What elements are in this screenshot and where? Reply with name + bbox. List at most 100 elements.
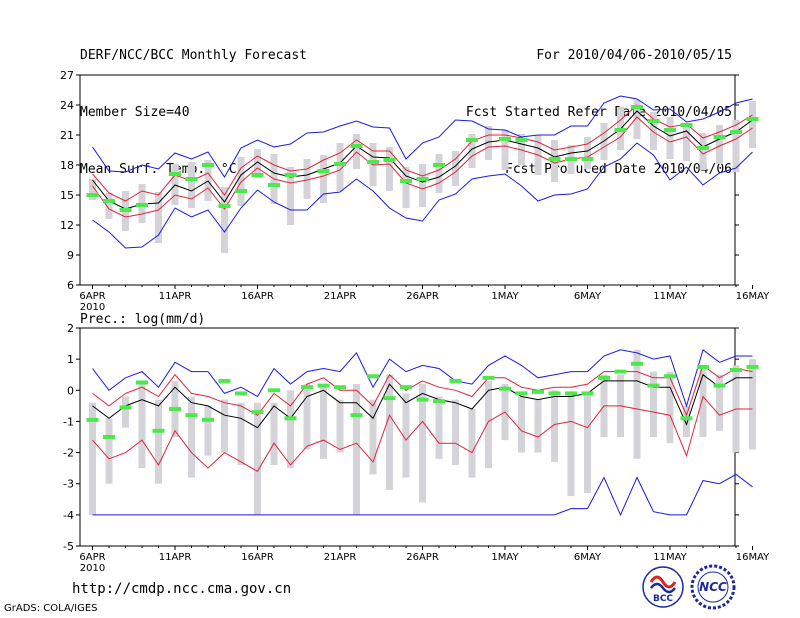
- observation-mark: [103, 199, 115, 203]
- min-line: [92, 142, 753, 249]
- observation-mark: [284, 416, 297, 421]
- observation-mark: [136, 380, 148, 385]
- observation-mark: [235, 189, 247, 193]
- observation-mark: [746, 364, 759, 369]
- spread-box: [122, 396, 129, 428]
- spread-box: [138, 384, 146, 469]
- observation-mark: [218, 204, 231, 208]
- ncc-logo: NCC: [690, 564, 736, 610]
- spread-box: [320, 155, 327, 203]
- plot-frame: [79, 74, 736, 286]
- max-line: [92, 348, 753, 408]
- x-tick-label: 11APR: [159, 291, 192, 302]
- y-tick-label: 0: [67, 384, 74, 397]
- spread-box: [650, 112, 657, 150]
- y-tick-label: -3: [63, 478, 74, 491]
- observation-mark: [532, 389, 544, 394]
- observation-mark: [647, 119, 660, 123]
- y-tick-label: 1: [67, 353, 74, 366]
- observation-mark: [614, 369, 627, 374]
- spread-box: [501, 130, 509, 170]
- observation-mark: [730, 368, 742, 373]
- spread-box: [699, 365, 707, 437]
- spread-box: [584, 393, 591, 494]
- x-tick-label: 21APR: [324, 291, 357, 302]
- observation-mark: [152, 428, 165, 433]
- observation-mark: [169, 172, 181, 176]
- observation-mark: [614, 128, 627, 132]
- spread-box: [468, 134, 476, 168]
- member-size-label: Member Size=40: [80, 105, 190, 120]
- spread-box: [303, 159, 311, 199]
- observation-mark: [713, 383, 726, 388]
- min-line: [92, 473, 753, 517]
- spread-box: [402, 167, 410, 208]
- observation-mark: [449, 378, 462, 383]
- x-tick-label: 6APR: [79, 291, 105, 302]
- observation-mark: [433, 163, 445, 167]
- spread-box: [155, 399, 162, 484]
- x-tick-label: 21APR: [324, 552, 357, 563]
- observation-mark: [185, 177, 198, 181]
- spread-box: [402, 393, 410, 478]
- y-tick-label: 2: [67, 322, 74, 335]
- grads-credit: GrADS: COLA/IGES: [4, 603, 98, 614]
- observation-mark: [697, 146, 709, 150]
- observation-mark: [499, 386, 511, 391]
- spread-box: [683, 123, 690, 161]
- y-tick-label: 21: [60, 129, 74, 142]
- x-tick-label: 16APR: [241, 552, 274, 563]
- y-tick-label: -4: [63, 509, 74, 522]
- observation-mark: [416, 397, 429, 402]
- bcc-logo: BCC: [642, 566, 684, 608]
- observation-mark: [119, 208, 132, 212]
- source-url[interactable]: http://cmdp.ncc.cma.gov.cn: [72, 581, 292, 597]
- x-tick-sublabel: 2010: [80, 302, 105, 313]
- x-tick-label: 16MAY: [736, 291, 770, 302]
- spread-box: [89, 402, 96, 515]
- observation-mark: [301, 385, 313, 390]
- spread-box: [699, 133, 707, 170]
- observation-mark: [664, 374, 676, 379]
- observation-mark: [466, 138, 478, 142]
- observation-mark: [499, 137, 511, 141]
- observation-mark: [268, 388, 280, 393]
- spread-box: [435, 154, 443, 193]
- x-tick-label: 26APR: [406, 291, 439, 302]
- spread-box: [716, 125, 723, 164]
- spread-box: [567, 393, 575, 497]
- spread-box: [435, 396, 443, 459]
- spread-box: [683, 405, 690, 437]
- observation-mark: [433, 399, 445, 404]
- observation-mark: [730, 130, 742, 134]
- observation-mark: [86, 417, 99, 422]
- observation-mark: [103, 435, 115, 439]
- observation-mark: [631, 105, 643, 109]
- observation-mark: [367, 374, 379, 379]
- observation-mark: [202, 163, 214, 167]
- spread-box: [353, 384, 360, 515]
- observation-mark: [169, 406, 181, 411]
- ncc-logo-text: NCC: [699, 580, 727, 594]
- spread-box: [716, 374, 723, 431]
- x-tick-label: 26APR: [406, 552, 439, 563]
- spread-box: [254, 402, 261, 515]
- chart-title: DERF/NCC/BCC Monthly Forecast: [80, 48, 307, 63]
- observation-mark: [86, 193, 99, 197]
- spread-box: [287, 167, 294, 225]
- observation-mark: [251, 173, 264, 177]
- mean-line: [92, 373, 753, 429]
- spread-box: [386, 147, 393, 191]
- spread-box: [336, 399, 344, 453]
- mean-line: [92, 110, 753, 210]
- observation-mark: [383, 396, 396, 401]
- observation-mark: [515, 138, 528, 142]
- spread-box: [237, 402, 245, 466]
- spread-box: [369, 399, 377, 475]
- x-tick-label: 16APR: [241, 291, 274, 302]
- x-tick-label: 6APR: [79, 552, 105, 563]
- x-tick-label: 6MAY: [574, 552, 602, 563]
- observation-mark: [713, 135, 726, 139]
- observation-mark: [235, 391, 247, 396]
